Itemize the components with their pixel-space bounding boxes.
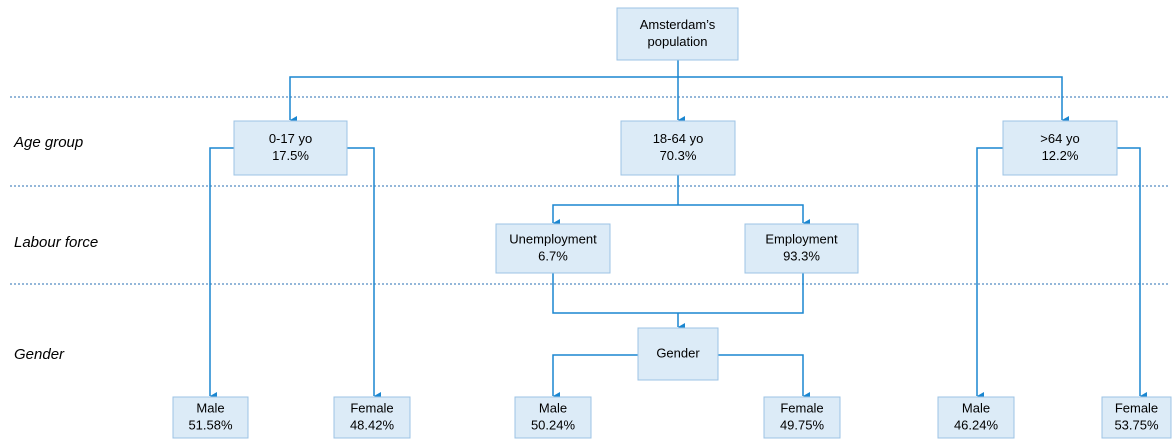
node-text: 17.5% (272, 148, 309, 163)
node-text: 48.42% (350, 417, 395, 432)
node-text: Employment (765, 231, 838, 246)
node-text: 51.58% (188, 417, 233, 432)
node-box (1002, 120, 1118, 176)
node-text: 6.7% (538, 248, 568, 263)
node-text: 49.75% (780, 417, 825, 432)
node-text: Male (962, 400, 990, 415)
node: Gender (637, 327, 719, 381)
connectors (209, 60, 1147, 400)
node-text: Unemployment (509, 231, 597, 246)
connector (552, 204, 678, 227)
node-box (514, 396, 592, 439)
node-box (172, 396, 249, 439)
node-text: population (648, 34, 708, 49)
node: Male 46.24% (937, 396, 1015, 439)
node: Male 50.24% (514, 396, 592, 439)
node: Male 51.58% (172, 396, 249, 439)
node-text: >64 yo (1040, 131, 1079, 146)
node-box (233, 120, 348, 176)
row-label: Age group (13, 134, 83, 151)
node: 18-64 yo 70.3% (620, 120, 736, 176)
connector (718, 354, 810, 400)
node: Employment 93.3% (744, 223, 859, 274)
node-text: Female (780, 400, 823, 415)
node-text: Female (1115, 400, 1158, 415)
node-box (744, 223, 859, 274)
node-box (1101, 396, 1172, 439)
node-box (616, 7, 739, 61)
node-text: 12.2% (1042, 148, 1079, 163)
connector (976, 147, 1003, 400)
node-text: Gender (656, 345, 700, 360)
row-label: Labour force (14, 234, 98, 251)
connector (552, 273, 804, 314)
node-text: 0-17 yo (269, 131, 312, 146)
node-text: Male (539, 400, 567, 415)
connector (347, 147, 381, 400)
node: 0-17 yo 17.5% (233, 120, 348, 176)
node: >64 yo 12.2% (1002, 120, 1118, 176)
node-text: 70.3% (660, 148, 697, 163)
node-text: Male (196, 400, 224, 415)
row-labels: Age group Labour force Gender (13, 134, 98, 363)
node-box (495, 223, 611, 274)
nodes: Amsterdam’s population 0-17 yo 17.5% 18-64 y… (172, 7, 1172, 439)
node: Female 53.75% (1101, 396, 1172, 439)
node-box (637, 327, 719, 381)
node-box (620, 120, 736, 176)
connector (1117, 147, 1147, 400)
node-text: 53.75% (1114, 417, 1159, 432)
connector (552, 354, 638, 400)
row-label: Gender (14, 346, 65, 363)
node: Female 49.75% (763, 396, 841, 439)
node-text: 50.24% (531, 417, 576, 432)
connector (678, 204, 810, 227)
node: Female 48.42% (333, 396, 411, 439)
node-box (333, 396, 411, 439)
connector (678, 76, 1069, 124)
node: Unemployment 6.7% (495, 223, 611, 274)
node: Amsterdam’s population (616, 7, 739, 61)
separators (10, 96, 1170, 285)
connector (209, 147, 234, 400)
node-box (763, 396, 841, 439)
node-text: 18-64 yo (653, 131, 704, 146)
connector (289, 76, 678, 124)
node-text: Amsterdam’s (640, 17, 716, 32)
node-text: 93.3% (783, 248, 820, 263)
node-box (937, 396, 1015, 439)
node-text: 46.24% (954, 417, 999, 432)
node-text: Female (350, 400, 393, 415)
